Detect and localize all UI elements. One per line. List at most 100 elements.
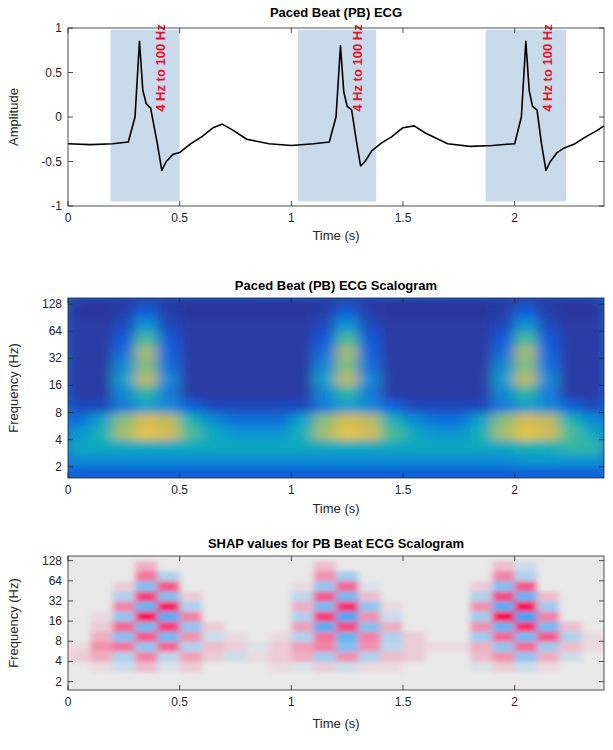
heatmap-cell (269, 345, 292, 359)
heatmap-cell (291, 345, 314, 359)
heatmap-cell (247, 304, 270, 318)
heatmap-cell (68, 298, 91, 305)
heatmap-cell (247, 298, 270, 305)
heatmap (68, 298, 604, 478)
heatmap-cell (515, 571, 538, 582)
heatmap-cell (314, 621, 337, 632)
heatmap-cell (113, 358, 136, 372)
heatmap-cell (582, 426, 604, 440)
heatmap-cell (135, 318, 158, 332)
y-tick-right (599, 385, 604, 386)
heatmap-cell (425, 399, 448, 413)
y-tick (68, 161, 73, 162)
x-tick-label: 0.5 (171, 483, 188, 497)
heatmap-cell (135, 571, 158, 582)
heatmap-cell (582, 467, 604, 478)
y-tick-right (599, 560, 604, 561)
heatmap-cell (537, 413, 560, 427)
heatmap-cell (247, 611, 270, 622)
heatmap-cell (113, 467, 136, 478)
heatmap-cell (135, 556, 158, 561)
heatmap-cell (157, 661, 180, 672)
heatmap-cell (68, 682, 91, 690)
heatmap-cell (113, 304, 136, 318)
heatmap-cell (157, 454, 180, 468)
heatmap-cell (113, 591, 136, 602)
heatmap-cell (180, 631, 203, 642)
heatmap-cell (515, 611, 538, 622)
y-tick-label: 64 (49, 324, 63, 338)
heatmap-cell (269, 426, 292, 440)
x-tick (514, 473, 515, 478)
heatmap-cell (269, 682, 292, 690)
heatmap-cell (492, 556, 515, 561)
heatmap-cell (202, 672, 225, 682)
heatmap-cell (135, 601, 158, 612)
heatmap-cell (582, 413, 604, 427)
heatmap-cell (470, 318, 493, 332)
heatmap-cell (582, 385, 604, 399)
x-tick-top (403, 298, 404, 303)
heatmap-cell (269, 651, 292, 662)
heatmap-cell (157, 601, 180, 612)
heatmap-cell (537, 399, 560, 413)
panel: 00.511.52248163264128Paced Beat (PB) ECG… (6, 278, 605, 516)
heatmap-cell (157, 581, 180, 592)
heatmap-cell (157, 413, 180, 427)
heatmap-cell (157, 591, 180, 602)
heatmap-cell (403, 672, 426, 682)
heatmap-cell (336, 571, 359, 582)
heatmap-cell (381, 454, 404, 468)
y-tick (68, 600, 73, 601)
heatmap-cell (448, 672, 471, 682)
heatmap-cell (224, 385, 247, 399)
x-tick (291, 685, 292, 690)
x-tick-top (403, 28, 404, 33)
heatmap-cell (470, 413, 493, 427)
x-tick-label: 1.5 (395, 695, 412, 709)
heatmap-cell (247, 571, 270, 582)
plot-frame (68, 556, 604, 690)
heatmap-cell (224, 591, 247, 602)
x-tick (68, 473, 69, 478)
heatmap-cell (403, 413, 426, 427)
heatmap-cell (358, 611, 381, 622)
heatmap-cell (224, 601, 247, 612)
heatmap-cell (358, 399, 381, 413)
heatmap-cell (515, 454, 538, 468)
heatmap-cell (157, 331, 180, 345)
heatmap-cell (90, 581, 113, 592)
heatmap-cell (470, 440, 493, 455)
y-axis-title: Amplitude (6, 88, 21, 146)
heatmap-cell (492, 651, 515, 662)
heatmap-cell (224, 672, 247, 682)
heatmap-cell (202, 372, 225, 386)
heatmap-cell (157, 372, 180, 386)
heatmap-cell (224, 426, 247, 440)
heatmap-cell (492, 413, 515, 427)
heatmap-cell (90, 399, 113, 413)
heatmap-cell (314, 672, 337, 682)
heatmap-cell (403, 454, 426, 468)
heatmap-cell (358, 661, 381, 672)
heatmap-cell (582, 372, 604, 386)
heatmap-cell (247, 413, 270, 427)
heatmap-cell (135, 385, 158, 399)
heatmap-cell (157, 298, 180, 305)
heatmap-cell (113, 661, 136, 672)
heatmap-cell (470, 581, 493, 592)
heatmap-cell (358, 651, 381, 662)
heatmap-cell (247, 561, 270, 572)
heatmap-cell (224, 298, 247, 305)
heatmap-cell (582, 304, 604, 318)
heatmap-cell (492, 440, 515, 455)
heatmap-cell (224, 651, 247, 662)
heatmap-cell (492, 454, 515, 468)
heatmap-cell (90, 413, 113, 427)
x-tick-top (291, 28, 292, 33)
heatmap-cell (336, 672, 359, 682)
heatmap-cell (68, 426, 91, 440)
y-tick-label: 0.5 (45, 66, 62, 80)
heatmap-cell (403, 631, 426, 642)
heatmap-cell (515, 641, 538, 651)
